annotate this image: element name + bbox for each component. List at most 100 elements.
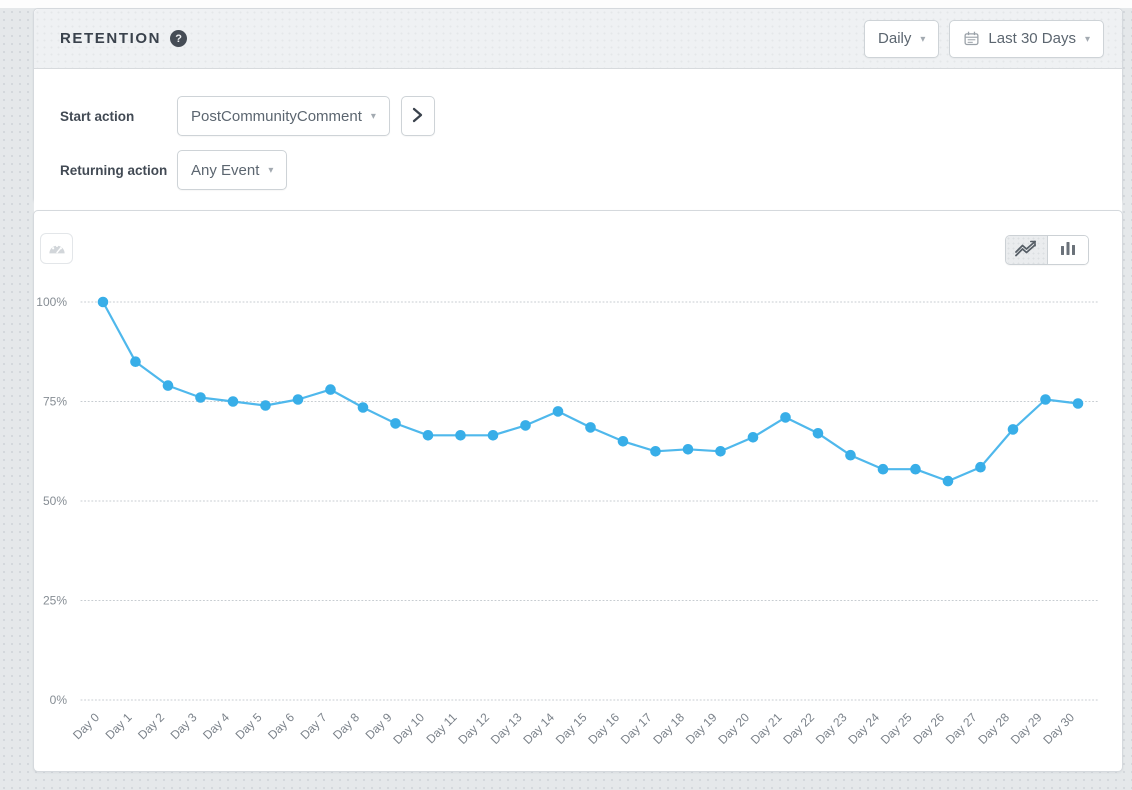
y-axis-label: 25% xyxy=(43,594,67,608)
returning-action-dropdown[interactable]: Any Event ▾ xyxy=(177,150,287,190)
x-axis-label: Day 23 xyxy=(813,710,850,747)
data-point[interactable] xyxy=(325,384,336,395)
x-axis-label: Day 25 xyxy=(878,710,915,747)
x-axis-label: Day 29 xyxy=(1008,710,1045,747)
help-icon[interactable]: ? xyxy=(170,30,187,47)
start-action-label: Start action xyxy=(60,109,177,124)
x-axis-label: Day 5 xyxy=(233,710,265,742)
data-point[interactable] xyxy=(780,412,791,423)
granularity-dropdown[interactable]: Daily ▾ xyxy=(864,20,939,58)
x-axis-label: Day 20 xyxy=(715,710,752,747)
data-point[interactable] xyxy=(585,422,596,433)
data-point[interactable] xyxy=(845,450,856,461)
y-axis-label: 100% xyxy=(36,295,67,309)
calendar-icon xyxy=(963,30,980,47)
data-point[interactable] xyxy=(1073,398,1084,409)
x-axis-label: Day 26 xyxy=(910,710,947,747)
page-top-strip xyxy=(0,0,1132,8)
line-chart-toggle[interactable] xyxy=(1006,236,1048,264)
x-axis-label: Day 2 xyxy=(135,710,167,742)
start-action-value: PostCommunityComment xyxy=(191,108,362,125)
chevron-down-icon: ▾ xyxy=(268,164,273,176)
data-point[interactable] xyxy=(390,418,401,429)
x-axis-label: Day 8 xyxy=(330,710,362,742)
data-point[interactable] xyxy=(520,420,531,431)
next-step-button[interactable] xyxy=(401,96,435,136)
data-point[interactable] xyxy=(293,394,304,405)
returning-action-row: Returning action Any Event ▾ xyxy=(60,150,1096,190)
data-point[interactable] xyxy=(260,400,271,411)
x-axis-label: Day 17 xyxy=(618,710,655,747)
data-point[interactable] xyxy=(195,392,206,403)
x-axis-label: Day 19 xyxy=(683,710,720,747)
start-action-row: Start action PostCommunityComment ▾ xyxy=(60,96,1096,136)
data-point[interactable] xyxy=(163,380,174,391)
x-axis-label: Day 22 xyxy=(780,710,817,747)
x-axis-label: Day 27 xyxy=(943,710,980,747)
filter-section: Start action PostCommunityComment ▾ Retu… xyxy=(34,69,1122,218)
data-point[interactable] xyxy=(683,444,694,455)
data-point[interactable] xyxy=(910,464,921,475)
bar-chart-toggle[interactable] xyxy=(1048,236,1089,264)
data-point[interactable] xyxy=(715,446,726,457)
data-point[interactable] xyxy=(488,430,499,441)
data-point[interactable] xyxy=(878,464,889,475)
x-axis-label: Day 18 xyxy=(650,710,687,747)
data-point[interactable] xyxy=(98,297,109,308)
x-axis-label: Day 3 xyxy=(168,710,200,742)
data-point[interactable] xyxy=(975,462,986,473)
x-axis-label: Day 11 xyxy=(423,710,459,746)
granularity-value: Daily xyxy=(878,30,911,47)
x-axis-label: Day 21 xyxy=(748,710,785,747)
data-point[interactable] xyxy=(1008,424,1019,435)
x-axis-label: Day 10 xyxy=(390,710,427,747)
data-point[interactable] xyxy=(813,428,824,439)
x-axis-label: Day 16 xyxy=(585,710,622,747)
x-axis-label: Day 7 xyxy=(298,710,330,742)
x-axis-label: Day 28 xyxy=(975,710,1012,747)
y-axis-label: 50% xyxy=(43,494,67,508)
returning-action-value: Any Event xyxy=(191,162,259,179)
data-point[interactable] xyxy=(1040,394,1051,405)
x-axis-label: Day 14 xyxy=(520,710,557,747)
data-point[interactable] xyxy=(358,402,369,413)
help-icon-glyph: ? xyxy=(175,33,182,45)
data-point[interactable] xyxy=(228,396,239,407)
start-action-dropdown[interactable]: PostCommunityComment ▾ xyxy=(177,96,390,136)
panel-header: RETENTION ? Daily ▾ xyxy=(34,9,1122,69)
retention-chart: 100% 75% 50% 25% 0%Day 0Day 1Day 2Day 3Day 4… xyxy=(34,211,1124,771)
y-axis-label: 75% xyxy=(43,395,67,409)
date-range-dropdown[interactable]: Last 30 Days ▾ xyxy=(949,20,1104,58)
chart-type-toggle xyxy=(1005,235,1089,265)
header-controls: Daily ▾ Last 30 Days ▾ xyxy=(864,20,1104,58)
data-point[interactable] xyxy=(650,446,661,457)
dashboard-gauge-icon xyxy=(47,239,67,258)
retention-panel: RETENTION ? Daily ▾ xyxy=(33,8,1123,203)
x-axis-label: Day 15 xyxy=(553,710,590,747)
retention-line xyxy=(103,302,1078,481)
data-point[interactable] xyxy=(748,432,759,443)
data-point[interactable] xyxy=(130,356,141,367)
y-axis-label: 0% xyxy=(50,693,68,707)
x-axis-label: Day 0 xyxy=(70,710,102,742)
chart-panel: 100% 75% 50% 25% 0%Day 0Day 1Day 2Day 3Day 4… xyxy=(33,210,1123,772)
line-chart-icon xyxy=(1014,240,1038,260)
chevron-down-icon: ▾ xyxy=(920,33,925,45)
data-point[interactable] xyxy=(423,430,434,441)
data-point[interactable] xyxy=(943,476,954,487)
data-point[interactable] xyxy=(618,436,629,447)
date-range-value: Last 30 Days xyxy=(988,30,1076,47)
x-axis-label: Day 1 xyxy=(103,710,135,742)
returning-action-label: Returning action xyxy=(60,163,177,178)
x-axis-label: Day 24 xyxy=(845,710,882,747)
data-point[interactable] xyxy=(553,406,564,417)
x-axis-label: Day 4 xyxy=(200,710,232,742)
dashboard-button[interactable] xyxy=(40,233,73,264)
x-axis-label: Day 30 xyxy=(1040,710,1077,747)
page-title: RETENTION xyxy=(60,30,161,47)
bar-chart-icon xyxy=(1060,241,1076,259)
chevron-right-icon xyxy=(412,107,423,126)
data-point[interactable] xyxy=(455,430,466,441)
chevron-down-icon: ▾ xyxy=(1085,33,1090,45)
x-axis-label: Day 13 xyxy=(488,710,525,747)
